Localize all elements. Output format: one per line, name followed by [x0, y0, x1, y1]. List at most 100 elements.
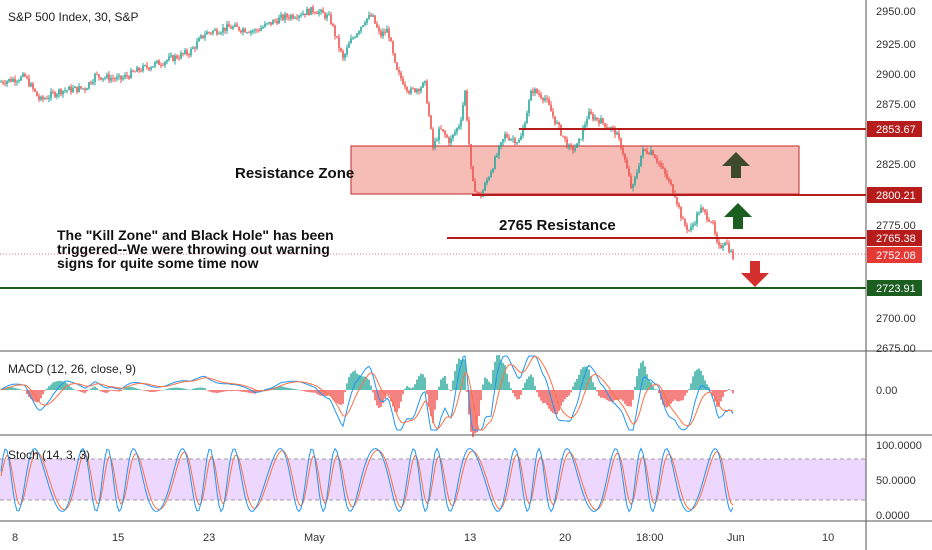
candle-body: [172, 55, 174, 62]
arrow-up-icon: [724, 203, 752, 229]
candle-body: [726, 242, 728, 244]
candle-body: [432, 128, 434, 148]
candle-body: [100, 77, 102, 80]
macd-histogram-bar: [534, 385, 536, 390]
candle-body: [324, 13, 326, 19]
candle-body: [440, 128, 442, 130]
candle-body: [74, 86, 76, 89]
candle-body: [402, 78, 404, 85]
macd-histogram-bar: [124, 388, 126, 390]
macd-histogram-bar: [406, 386, 408, 390]
candle-body: [352, 37, 354, 39]
candle-body: [14, 78, 16, 83]
candle-body: [380, 31, 382, 37]
candle-body: [26, 76, 28, 79]
x-tick-label: 23: [203, 532, 215, 544]
y-tick-label: 2825.00: [876, 159, 916, 171]
candle-body: [572, 146, 574, 151]
x-tick-label: 13: [464, 532, 476, 544]
macd-histogram-bar: [714, 390, 716, 402]
macd-histogram-bar: [202, 387, 204, 390]
candle-body: [698, 212, 700, 214]
chart-title: S&P 500 Index, 30, S&P: [8, 10, 139, 24]
candle-body: [56, 94, 58, 97]
macd-histogram-bar: [518, 390, 520, 400]
candle-body: [118, 75, 120, 77]
macd-histogram-bar: [72, 388, 74, 390]
macd-histogram-bar: [630, 390, 632, 407]
candle-body: [530, 90, 532, 101]
macd-histogram-bar: [706, 384, 708, 390]
candle-body: [60, 89, 62, 95]
macd-histogram-bar: [166, 388, 168, 390]
macd-histogram-bar: [90, 388, 92, 390]
macd-histogram-bar: [726, 390, 728, 392]
candle-body: [484, 183, 486, 191]
macd-histogram-bar: [318, 390, 320, 396]
candle-body: [428, 103, 430, 116]
candle-body: [588, 111, 590, 120]
candle-body: [594, 117, 596, 120]
macd-histogram-bar: [74, 389, 76, 391]
macd-histogram-bar: [624, 390, 626, 404]
macd-histogram-bar: [368, 379, 370, 390]
resistance-zone[interactable]: [350, 145, 800, 195]
macd-histogram-bar: [376, 390, 378, 406]
macd-histogram-bar: [396, 390, 398, 413]
level-badge: [867, 280, 922, 296]
x-tick-label: 20: [559, 532, 571, 544]
candle-body: [292, 15, 294, 19]
candle-body: [48, 97, 50, 100]
macd-histogram-bar: [568, 390, 570, 396]
candle-body: [368, 15, 370, 19]
macd-histogram-bar: [322, 390, 324, 397]
candle-body: [218, 33, 220, 35]
candle-body: [414, 88, 416, 93]
candle-body: [304, 13, 306, 15]
candle-body: [64, 90, 66, 92]
macd-histogram-bar: [704, 380, 706, 390]
candle-body: [442, 129, 444, 132]
candle-body: [632, 184, 634, 188]
candle-body: [164, 61, 166, 65]
candle-body: [270, 22, 272, 25]
candle-body: [730, 250, 732, 253]
y-tick-label: 2950.00: [876, 6, 916, 18]
macd-histogram-bar: [470, 390, 472, 432]
candle-body: [708, 219, 710, 222]
macd-histogram-bar: [120, 390, 122, 392]
macd-histogram-bar: [504, 365, 506, 390]
macd-histogram-bar: [182, 388, 184, 390]
macd-histogram-bar: [594, 386, 596, 390]
stoch-pane: [0, 447, 866, 513]
macd-histogram-bar: [142, 390, 144, 391]
macd-histogram-bar: [418, 376, 420, 390]
macd-histogram-bar: [596, 390, 598, 392]
candle-body: [408, 91, 410, 94]
candle-body: [144, 65, 146, 67]
macd-histogram-bar: [546, 390, 548, 406]
macd-histogram-bar: [350, 373, 352, 390]
macd-histogram-bar: [550, 390, 552, 412]
macd-histogram-bar: [728, 389, 730, 390]
macd-histogram-bar: [658, 390, 660, 394]
macd-title: MACD (12, 26, close, 9): [8, 362, 136, 376]
candle-body: [310, 7, 312, 15]
macd-histogram-bar: [30, 390, 32, 400]
candle-body: [694, 223, 696, 225]
macd-histogram-bar: [648, 379, 650, 390]
macd-histogram-bar: [724, 390, 726, 392]
candle-body: [76, 86, 78, 93]
candle-body: [520, 136, 522, 141]
level-badge-label: 2752.08: [876, 250, 916, 262]
macd-histogram-bar: [374, 390, 376, 401]
candle-body: [320, 9, 322, 12]
note-line-3: signs for quite some time now: [57, 255, 259, 271]
candle-body: [666, 173, 668, 179]
macd-histogram-bar: [62, 381, 64, 390]
macd-histogram-bar: [380, 390, 382, 407]
macd-histogram-bar: [70, 387, 72, 390]
candle-body: [416, 89, 418, 93]
candle-body: [72, 88, 74, 93]
